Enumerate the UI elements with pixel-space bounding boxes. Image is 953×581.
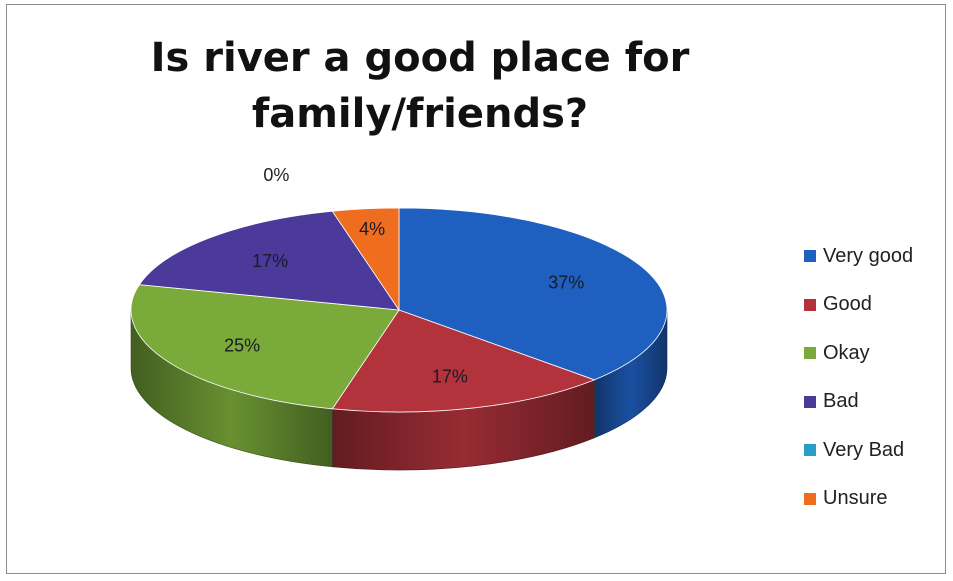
chart-title-line-2: family/friends? <box>251 91 589 137</box>
legend-label-very-bad: Very Bad <box>823 438 905 461</box>
legend-item-okay: Okay <box>804 329 913 378</box>
chart-title-line-1: Is river a good place for <box>150 35 690 81</box>
legend: Very good Good Okay Bad Very Bad Unsure <box>804 232 913 523</box>
pie-slice-good <box>331 309 596 413</box>
legend-label-unsure: Unsure <box>823 487 888 510</box>
legend-swatch-unsure <box>804 492 816 505</box>
legend-item-good: Good <box>804 281 913 330</box>
legend-item-very-bad: Very Bad <box>804 426 913 475</box>
legend-label-good: Good <box>823 293 872 316</box>
legend-item-unsure: Unsure <box>804 475 913 524</box>
data-label-bad: 17% <box>252 251 288 271</box>
pie-slice-okay <box>130 284 400 410</box>
legend-label-okay: Okay <box>823 341 870 364</box>
pie-slice-very-good <box>398 207 668 381</box>
pie-slice-bad <box>138 210 400 311</box>
data-label-okay: 25% <box>224 335 260 355</box>
data-label-unsure: 4% <box>359 219 385 239</box>
legend-swatch-very-bad <box>804 444 816 457</box>
legend-swatch-bad <box>804 395 816 408</box>
legend-label-bad: Bad <box>823 390 859 413</box>
pie-slice-unsure <box>331 207 400 312</box>
data-label-very-bad: 0% <box>263 165 289 185</box>
chart-title: Is river a good place for family/friends… <box>120 30 720 142</box>
legend-label-very-good: Very good <box>823 244 914 267</box>
legend-swatch-good <box>804 298 816 311</box>
data-label-very-good: 37% <box>548 272 584 292</box>
data-label-good: 17% <box>432 367 468 387</box>
legend-item-bad: Bad <box>804 378 913 427</box>
legend-swatch-okay <box>804 347 816 360</box>
legend-item-very-good: Very good <box>804 232 913 281</box>
legend-swatch-very-good <box>804 250 816 263</box>
